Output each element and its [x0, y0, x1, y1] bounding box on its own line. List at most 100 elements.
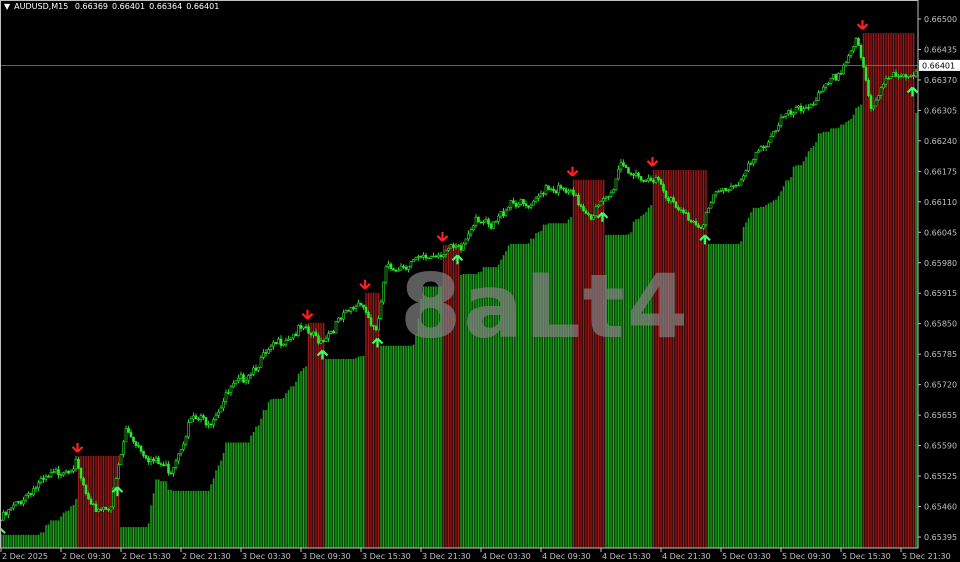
candle — [852, 45, 855, 54]
candle — [679, 206, 683, 214]
candle — [412, 258, 415, 263]
candle — [804, 104, 808, 109]
buy-arrow-icon — [451, 254, 464, 265]
candle — [762, 145, 765, 151]
candle — [604, 195, 608, 203]
candle — [322, 339, 325, 343]
time-tick-label: 5 Dec 21:30 — [902, 552, 951, 561]
candle — [807, 104, 810, 111]
price-axis[interactable]: 0.66500 0.66435 0.66370 0.66305 0.66240 0.661… — [918, 15, 957, 542]
candle — [184, 435, 188, 447]
candle — [832, 73, 835, 81]
candle — [144, 455, 148, 460]
candle — [487, 217, 490, 228]
candle — [759, 145, 763, 152]
candle — [24, 493, 28, 503]
dropdown-triangle-icon[interactable]: ▼ — [4, 2, 11, 11]
time-axis[interactable]: 2 Dec 2025 2 Dec 09:30 2 Dec 15:30 2 Dec 21… — [0, 548, 951, 561]
buy-arrow-icon — [111, 486, 124, 497]
candle — [469, 227, 473, 238]
candle — [199, 413, 203, 423]
candle — [847, 53, 850, 64]
candle — [207, 420, 210, 429]
candle — [397, 267, 400, 272]
candle — [502, 208, 505, 219]
candle — [59, 472, 63, 479]
current-price-label: 0.66401 — [919, 59, 960, 71]
candle — [647, 174, 650, 183]
candle — [429, 255, 433, 259]
sell-arrow-icon — [856, 20, 869, 30]
candle — [779, 113, 783, 129]
candle — [332, 329, 335, 334]
candle — [627, 166, 630, 174]
candle — [629, 172, 633, 177]
candle — [609, 190, 613, 199]
candle — [632, 173, 635, 180]
candle — [259, 354, 263, 368]
price-tick-label: 0.65915 — [924, 289, 957, 298]
candle — [599, 200, 603, 206]
candle — [849, 50, 853, 59]
candle — [799, 103, 803, 115]
candle — [304, 324, 308, 330]
candle — [367, 310, 370, 319]
candle — [899, 72, 903, 79]
candle — [2, 509, 5, 521]
candle — [222, 397, 225, 412]
candle — [857, 37, 860, 46]
candle — [722, 187, 725, 194]
ohlc-close: 0.66401 — [186, 2, 220, 11]
candle — [519, 198, 523, 207]
candle — [524, 200, 528, 209]
candle — [867, 77, 870, 98]
candle — [247, 374, 250, 384]
candle — [567, 188, 570, 195]
price-tick-label: 0.65525 — [924, 472, 957, 481]
candle — [42, 474, 45, 483]
candle — [894, 69, 898, 78]
candle — [774, 129, 778, 134]
candle — [32, 485, 35, 497]
candle — [272, 340, 275, 350]
candle — [789, 108, 793, 118]
candle — [34, 485, 38, 493]
candle — [862, 56, 865, 68]
price-tick-label: 0.65720 — [924, 381, 957, 390]
candle — [577, 192, 580, 207]
candle — [887, 76, 890, 80]
candle — [122, 439, 125, 458]
candle — [422, 252, 425, 260]
candle — [254, 364, 258, 373]
candle — [877, 94, 880, 101]
candle — [472, 224, 475, 232]
time-tick-label: 4 Dec 21:30 — [662, 552, 711, 561]
candle — [229, 384, 233, 397]
candle — [882, 82, 885, 90]
time-tick-label: 2 Dec 21:30 — [182, 552, 231, 561]
candle — [132, 436, 135, 444]
candle — [797, 104, 800, 111]
candle — [634, 169, 638, 179]
candle — [879, 86, 883, 99]
candle — [749, 161, 753, 166]
candle — [404, 264, 408, 271]
candle — [914, 68, 918, 79]
candle — [44, 473, 48, 482]
buy-arrow-icon — [699, 234, 711, 245]
candle — [374, 324, 378, 332]
candle — [407, 265, 410, 273]
candle — [337, 317, 340, 324]
candle — [787, 109, 790, 117]
candle — [67, 470, 70, 475]
candle — [802, 106, 805, 114]
candle — [7, 509, 10, 519]
candle — [319, 337, 323, 345]
candle — [162, 461, 165, 467]
candle — [612, 188, 615, 194]
candle — [752, 158, 755, 167]
candle — [354, 304, 358, 312]
time-tick-label: 4 Dec 09:30 — [542, 552, 591, 561]
candle — [712, 194, 715, 204]
